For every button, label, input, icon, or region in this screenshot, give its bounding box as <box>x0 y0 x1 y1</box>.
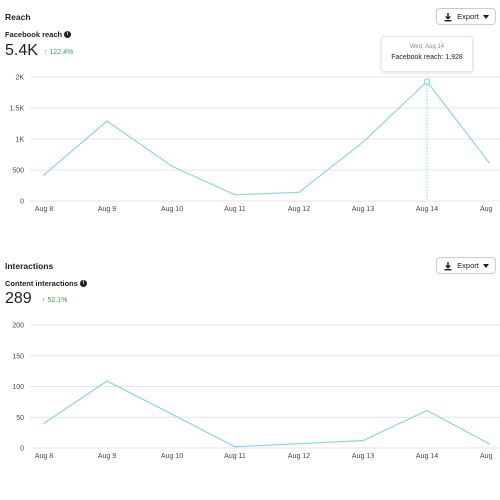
x-tick-label: Aug 13 <box>352 453 374 460</box>
y-tick-label: 500 <box>12 168 24 175</box>
x-tick-label: Aug 12 <box>288 453 310 460</box>
reach-title: Reach <box>5 12 31 22</box>
download-icon <box>444 12 452 21</box>
x-tick-label: Aug 10 <box>161 453 183 460</box>
data-point <box>106 120 108 122</box>
info-icon[interactable]: i <box>79 280 87 287</box>
y-tick-label: 0 <box>20 199 24 206</box>
reach-metric-label-text: Facebook reach <box>5 30 63 39</box>
x-tick-label: Aug 14 <box>416 206 438 213</box>
data-point <box>298 442 300 445</box>
arrow-up-icon: ↑ <box>44 49 48 56</box>
x-tick-label: Aug 14 <box>416 453 438 460</box>
data-point <box>234 445 236 448</box>
y-tick-label: 0 <box>20 446 24 453</box>
download-icon <box>444 261 452 270</box>
data-point <box>171 165 173 168</box>
x-tick-label: Aug 9 <box>98 206 116 213</box>
interactions-metric-change: ↑ 52.1% <box>42 297 67 304</box>
y-tick-label: 1.5K <box>10 106 25 113</box>
x-tick-label: Aug 9 <box>98 453 116 460</box>
series-line <box>43 80 490 196</box>
interactions-metric-value: 289 <box>5 290 32 307</box>
x-tick-label: Aug 11 <box>224 206 246 213</box>
reach-tooltip: Wed, Aug 14 Facebook reach: 1,928 <box>381 36 473 72</box>
arrow-up-icon: ↑ <box>42 297 46 304</box>
x-tick-label: Aug <box>480 453 493 460</box>
caret-down-icon <box>483 263 489 268</box>
data-point <box>488 161 490 164</box>
y-tick-label: 1K <box>15 137 24 144</box>
y-tick-label: 50 <box>16 415 24 422</box>
data-point <box>106 380 108 382</box>
reach-metric-change: ↑ 122.4% <box>44 49 73 56</box>
data-point <box>362 439 364 442</box>
data-point <box>488 442 490 445</box>
interactions-metric-change-value: 52.1% <box>47 297 68 304</box>
x-tick-label: Aug 8 <box>35 453 53 460</box>
x-tick-label: Aug 8 <box>35 206 53 213</box>
x-tick-label: Aug 10 <box>161 206 183 213</box>
y-tick-label: 150 <box>12 353 24 360</box>
data-point <box>426 409 428 412</box>
x-tick-label: Aug 12 <box>288 206 310 213</box>
data-point <box>43 174 45 176</box>
info-icon[interactable]: i <box>64 31 72 38</box>
interactions-metric-label: Content interactions i <box>5 279 87 288</box>
series-line <box>43 380 490 448</box>
reach-export-button[interactable]: Export <box>436 8 496 25</box>
tooltip-value: Facebook reach: 1,928 <box>391 54 463 61</box>
y-tick-label: 200 <box>12 323 24 330</box>
data-point <box>362 141 364 143</box>
reach-export-label: Export <box>457 12 479 21</box>
interactions-export-button[interactable]: Export <box>436 257 496 274</box>
y-tick-label: 2K <box>15 75 24 82</box>
data-point <box>171 413 173 415</box>
x-tick-label: Aug 11 <box>224 453 246 460</box>
reach-metric-label: Facebook reach i <box>5 30 72 39</box>
data-point <box>298 191 300 194</box>
interactions-metric-label-text: Content interactions <box>5 279 78 288</box>
y-tick-label: 100 <box>12 384 24 391</box>
highlight-point <box>423 78 431 85</box>
interactions-title: Interactions <box>5 261 54 271</box>
interactions-export-label: Export <box>457 261 479 270</box>
data-point <box>234 194 236 196</box>
caret-down-icon <box>483 14 489 19</box>
tooltip-date: Wed, Aug 14 <box>409 44 445 50</box>
data-point <box>43 422 45 425</box>
x-tick-label: Aug <box>480 206 493 213</box>
x-tick-label: Aug 13 <box>352 206 374 213</box>
reach-metric-value: 5.4K <box>5 42 38 59</box>
reach-metric-change-value: 122.4% <box>49 49 74 56</box>
